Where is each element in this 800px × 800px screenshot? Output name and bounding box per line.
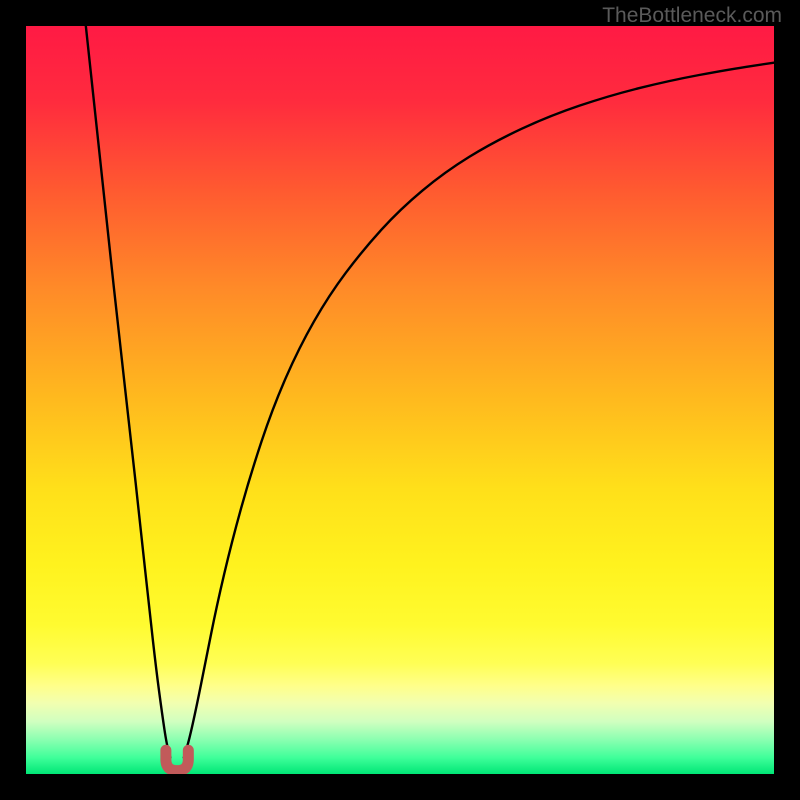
chart-background (26, 26, 774, 774)
watermark-text: TheBottleneck.com (602, 4, 782, 28)
chart-svg (26, 26, 774, 774)
chart-area (26, 26, 774, 774)
